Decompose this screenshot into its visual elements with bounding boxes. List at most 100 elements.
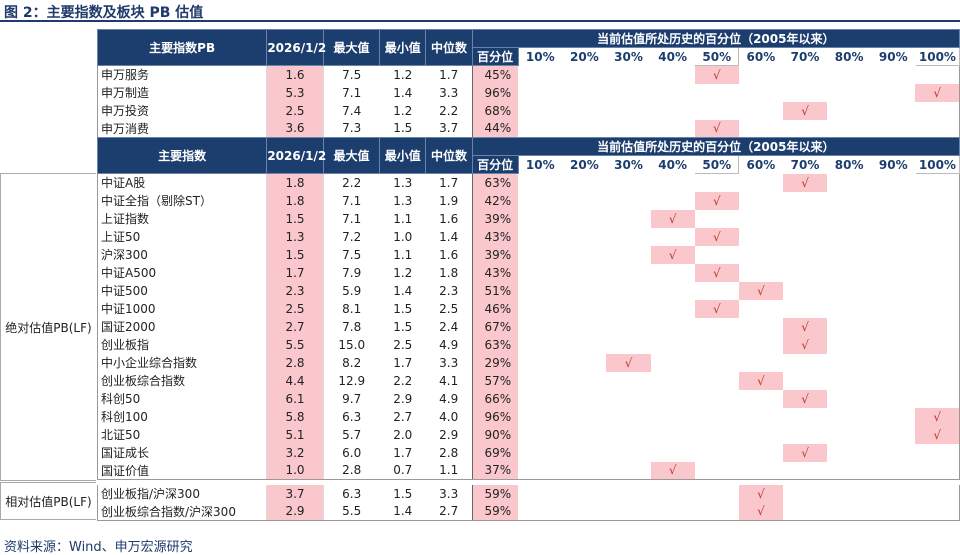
median-value: 3.3: [439, 486, 459, 501]
bin-cell: [871, 192, 915, 210]
bin-cell: [562, 444, 606, 462]
bin-header: 40%: [650, 155, 696, 174]
bin-cell: [915, 227, 960, 246]
bin-cell: [606, 408, 650, 426]
bin-cell: [827, 300, 871, 318]
bin-cell: [871, 228, 915, 246]
check-mark: √: [782, 443, 828, 462]
bin-cell: [518, 318, 562, 336]
bin-cell: [915, 371, 960, 390]
current-value: 3.2: [266, 443, 324, 462]
min-value: 1.1: [393, 211, 413, 226]
bin-cell: [650, 502, 695, 521]
bin-cell: [695, 390, 739, 408]
percentile-value: 43%: [471, 227, 519, 246]
median-value: 4.1: [439, 373, 459, 388]
row-name: 申万服务: [96, 65, 267, 84]
table-row: 上证指数 1.5 7.1 1.1 1.6 39% √: [96, 209, 960, 228]
bin-cell: [606, 372, 650, 390]
median-value: 1.8: [439, 265, 459, 280]
bin-cell: [827, 282, 871, 300]
row-name: 中小企业综合指数: [96, 353, 267, 372]
bin-cell: [518, 461, 563, 480]
bin-cell: [871, 264, 915, 282]
bin-cell: [651, 318, 695, 336]
min-value: 1.5: [393, 486, 413, 501]
percentile-value: 69%: [471, 443, 519, 462]
table-row: 创业板指/沪深300 3.7 6.3 1.5 3.3 59% √: [96, 484, 960, 503]
bin-cell: [562, 174, 606, 192]
table-row: 申万服务 1.6 7.5 1.2 1.7 45% √: [96, 65, 960, 84]
max-value: 7.1: [342, 193, 362, 208]
bin-cell: [695, 210, 739, 228]
current-value: 1.8: [266, 191, 324, 210]
check-mark: √: [650, 209, 695, 228]
table-row: 中证A股 1.8 2.2 1.3 1.7 63% √: [96, 173, 960, 192]
bin-cell: [518, 444, 562, 462]
percentile-value: 66%: [471, 389, 519, 408]
bin-cell: [562, 264, 606, 282]
bin-header: 40%: [650, 47, 696, 66]
bin-cell: [651, 390, 695, 408]
source-note: 资料来源：Wind、申万宏源研究: [4, 540, 193, 555]
check-mark: √: [738, 281, 783, 300]
current-value: 2.3: [266, 281, 324, 300]
bin-cell: [651, 444, 695, 462]
bin-cell: [871, 66, 915, 84]
bin-cell: [695, 336, 739, 354]
bin-cell: [606, 390, 650, 408]
check-mark: √: [694, 263, 739, 282]
bin-cell: [562, 246, 606, 264]
bin-cell: [915, 245, 960, 264]
check-mark: √: [650, 461, 695, 480]
bin-header: 60%: [738, 47, 784, 66]
row-name: 中证A500: [96, 263, 267, 282]
bin-cell: [738, 461, 783, 480]
bin-cell: [651, 485, 695, 503]
check-mark: √: [915, 83, 960, 102]
check-mark: √: [782, 335, 828, 354]
bin-cell: [518, 66, 562, 84]
median-value: 2.7: [425, 502, 473, 521]
percentile-header: 百分位: [471, 155, 519, 174]
bin-cell: [518, 485, 562, 503]
max-value: 2.8: [323, 461, 380, 480]
bin-cell: [562, 502, 607, 521]
bin-header: 70%: [782, 47, 828, 66]
max-value: 7.5: [342, 247, 362, 262]
check-mark: √: [782, 389, 828, 408]
check-mark: √: [738, 371, 783, 390]
bin-cell: [651, 66, 695, 84]
percentile-value: 90%: [471, 425, 519, 444]
bin-cell: [695, 354, 739, 372]
row-name: 沪深300: [96, 245, 267, 264]
median-value: 1.4: [439, 229, 459, 244]
group-label-absolute: 绝对估值PB(LF): [0, 173, 96, 481]
min-value: 0.7: [379, 461, 426, 480]
bin-header: 60%: [738, 155, 784, 174]
current-value: 6.1: [266, 389, 324, 408]
bin-cell: [651, 192, 695, 210]
max-value: 5.9: [342, 283, 362, 298]
figure-title: 图 2：主要指数及板块 PB 估值: [4, 5, 204, 21]
bin-cell: [562, 228, 606, 246]
median-value: 1.6: [439, 247, 459, 262]
table-row: 上证50 1.3 7.2 1.0 1.4 43% √: [96, 227, 960, 246]
percentile-range-header: 当前估值所处历史的百分位（2005年以来）: [471, 137, 960, 156]
bin-cell: [518, 119, 563, 138]
bin-header: 30%: [605, 47, 652, 66]
bin-cell: [871, 485, 915, 503]
table-row: 中证500 2.3 5.9 1.4 2.3 51% √: [96, 281, 960, 300]
bin-cell: [915, 353, 960, 372]
bin-cell: [562, 318, 606, 336]
percentile-range-header: 当前估值所处历史的百分位（2005年以来）: [471, 29, 960, 48]
row-name: 科创100: [96, 407, 267, 426]
current-value: 1.3: [266, 227, 324, 246]
check-mark: √: [694, 191, 739, 210]
row-name: 申万投资: [96, 101, 267, 120]
bin-cell: [783, 264, 827, 282]
bin-cell: [651, 426, 695, 444]
bin-cell: [915, 101, 960, 120]
median-value: 3.7: [425, 119, 473, 138]
bin-cell: [651, 372, 695, 390]
